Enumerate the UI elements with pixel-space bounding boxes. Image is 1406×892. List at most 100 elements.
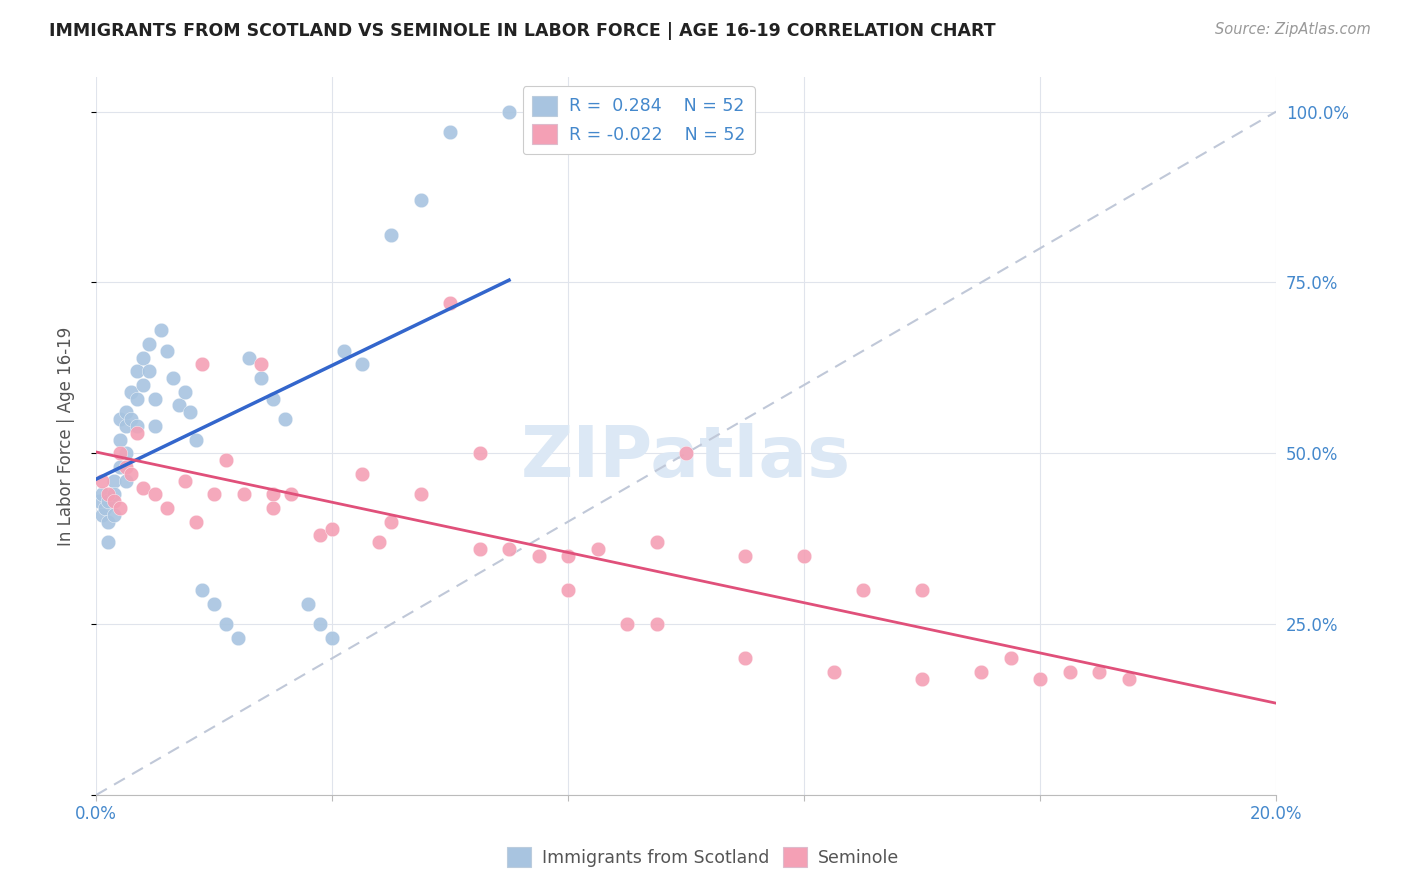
Point [350, 358, 373, 372]
Point [226, 631, 249, 645]
Point [409, 487, 432, 501]
Point [409, 194, 432, 208]
Point [274, 412, 297, 426]
Point [90, 474, 112, 488]
Point [468, 541, 491, 556]
Point [238, 351, 260, 365]
Point [498, 541, 520, 556]
Point [557, 549, 579, 563]
Point [167, 399, 190, 413]
Point [852, 582, 875, 597]
Point [280, 487, 302, 501]
Y-axis label: In Labor Force | Age 16-19: In Labor Force | Age 16-19 [58, 326, 75, 546]
Point [143, 487, 166, 501]
Point [156, 343, 179, 358]
Point [108, 433, 131, 447]
Point [202, 597, 225, 611]
Point [127, 392, 149, 406]
Point [108, 501, 131, 516]
Point [1029, 672, 1052, 686]
Point [103, 474, 125, 488]
Point [215, 617, 238, 632]
Point [114, 474, 136, 488]
Point [138, 337, 160, 351]
Point [97, 487, 120, 501]
Point [380, 515, 402, 529]
Point [309, 617, 332, 632]
Point [1000, 651, 1022, 665]
Point [97, 494, 120, 508]
Point [108, 412, 131, 426]
Point [250, 358, 273, 372]
Point [215, 453, 238, 467]
Point [94, 501, 117, 516]
Point [127, 425, 149, 440]
Point [262, 392, 284, 406]
Text: IMMIGRANTS FROM SCOTLAND VS SEMINOLE IN LABOR FORCE | AGE 16-19 CORRELATION CHAR: IMMIGRANTS FROM SCOTLAND VS SEMINOLE IN … [49, 22, 995, 40]
Point [114, 460, 136, 475]
Point [1088, 665, 1111, 679]
Point [321, 631, 343, 645]
Point [793, 549, 815, 563]
Point [108, 446, 131, 460]
Point [439, 125, 461, 139]
Point [202, 487, 225, 501]
Point [114, 419, 136, 434]
Point [250, 371, 273, 385]
Point [173, 474, 195, 488]
Point [103, 487, 125, 501]
Point [911, 672, 934, 686]
Point [498, 104, 520, 119]
Legend: R =  0.284    N = 52, R = -0.022    N = 52: R = 0.284 N = 52, R = -0.022 N = 52 [523, 87, 755, 154]
Point [309, 528, 332, 542]
Point [557, 582, 579, 597]
Point [143, 419, 166, 434]
Point [823, 665, 845, 679]
Legend: Immigrants from Scotland, Seminole: Immigrants from Scotland, Seminole [501, 840, 905, 874]
Point [90, 508, 112, 522]
Point [87, 494, 110, 508]
Point [645, 617, 668, 632]
Point [97, 515, 120, 529]
Point [368, 535, 391, 549]
Point [114, 446, 136, 460]
Point [162, 371, 184, 385]
Point [191, 358, 214, 372]
Point [380, 227, 402, 242]
Point [734, 549, 756, 563]
Point [127, 419, 149, 434]
Point [586, 541, 609, 556]
Point [90, 487, 112, 501]
Point [132, 378, 155, 392]
Point [645, 535, 668, 549]
Point [333, 343, 356, 358]
Point [132, 351, 155, 365]
Point [97, 535, 120, 549]
Point [179, 405, 201, 419]
Point [350, 467, 373, 481]
Point [321, 522, 343, 536]
Point [186, 515, 208, 529]
Point [120, 467, 142, 481]
Point [191, 582, 214, 597]
Point [734, 651, 756, 665]
Point [1059, 665, 1081, 679]
Point [156, 501, 179, 516]
Point [675, 446, 697, 460]
Point [173, 384, 195, 399]
Point [120, 384, 142, 399]
Point [108, 460, 131, 475]
Point [138, 364, 160, 378]
Point [911, 582, 934, 597]
Point [114, 405, 136, 419]
Text: Source: ZipAtlas.com: Source: ZipAtlas.com [1215, 22, 1371, 37]
Point [1118, 672, 1140, 686]
Point [132, 481, 155, 495]
Point [297, 597, 319, 611]
Point [527, 549, 550, 563]
Point [439, 296, 461, 310]
Point [103, 508, 125, 522]
Point [143, 392, 166, 406]
Text: ZIPatlas: ZIPatlas [522, 424, 851, 492]
Point [616, 617, 638, 632]
